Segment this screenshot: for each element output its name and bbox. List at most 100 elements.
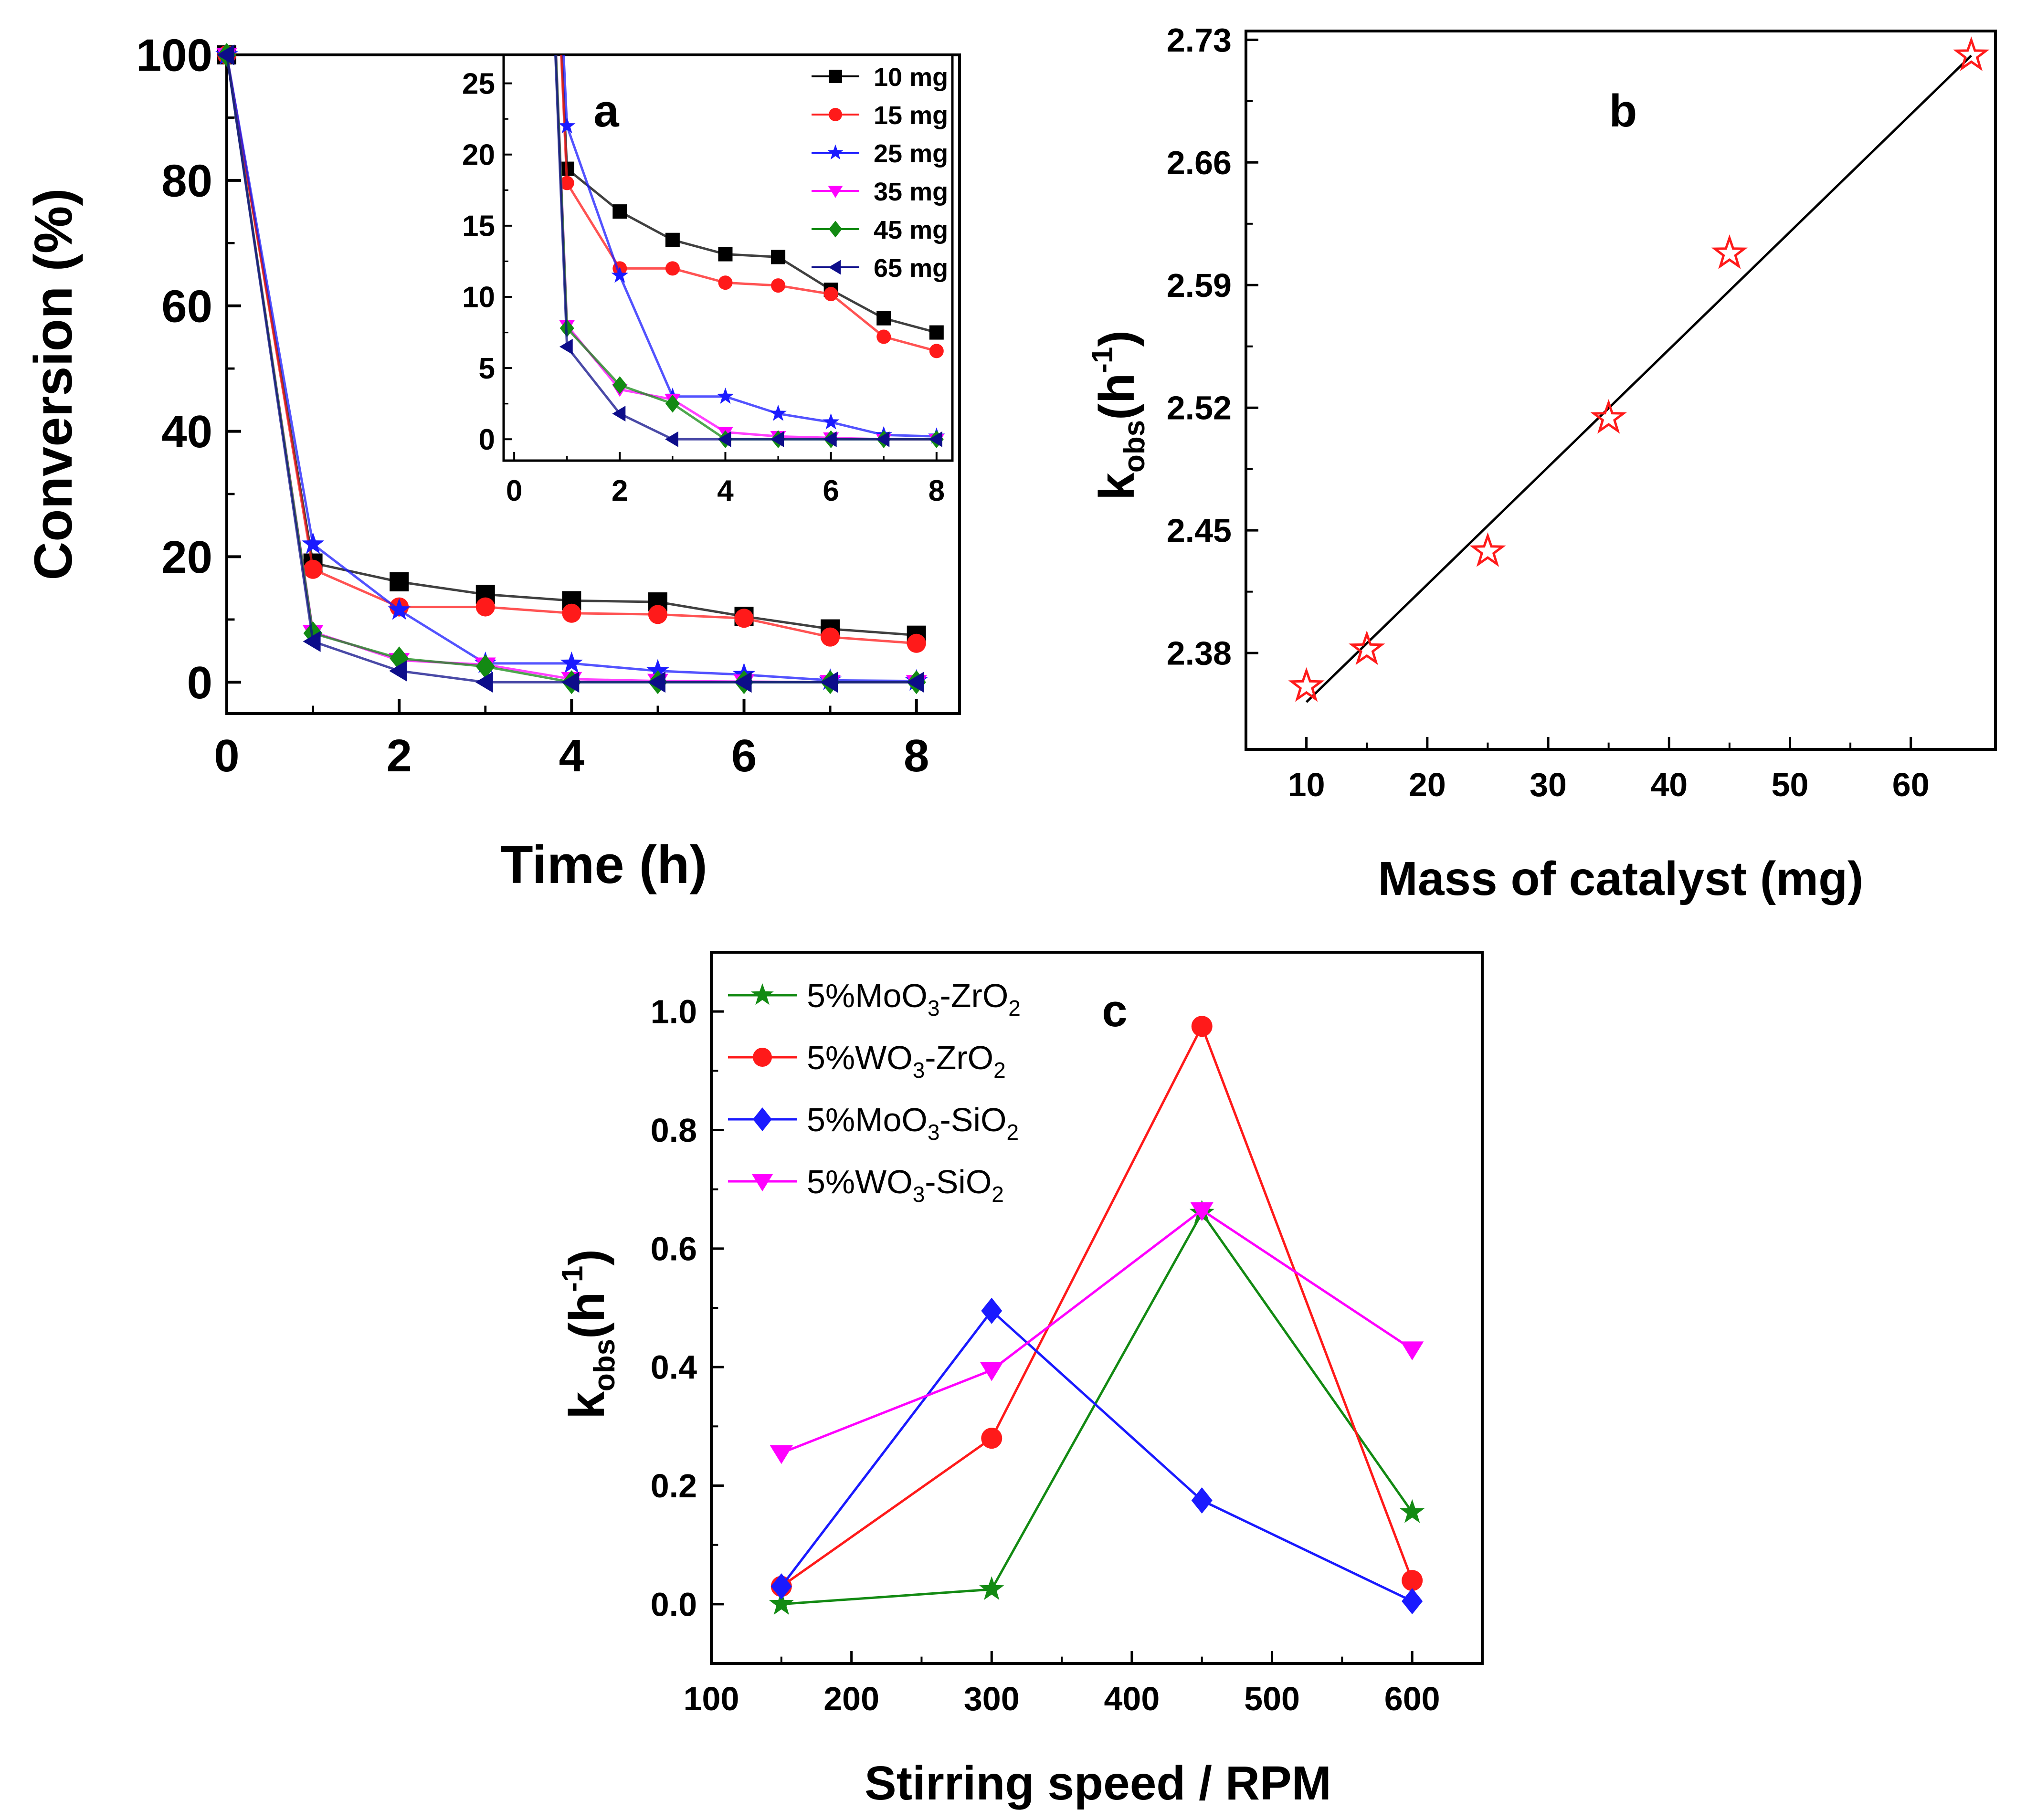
- panel-b-data-point: [1953, 36, 1990, 71]
- panel-b-data-point: [1711, 234, 1748, 269]
- inset-data-point: [770, 431, 784, 447]
- panel-b-series: [1288, 36, 1990, 703]
- panel-a-y-tick-label: 100: [136, 30, 212, 81]
- panel-a-data-point: [389, 660, 407, 682]
- panel-c-legend: 5%MoO3-ZrO2 5%WO3-ZrO2 5%MoO3-SiO2 5%WO3-Si…: [728, 977, 1021, 1207]
- panel-c-x-tick-label: 600: [1384, 1680, 1440, 1717]
- panel-a-data-point: [562, 603, 581, 623]
- panel-b-y-tick-label: 2.73: [1167, 21, 1232, 59]
- inset-series-65-mg: [554, 55, 942, 447]
- panel-a-data-point: [821, 627, 840, 647]
- inset-data-point: [558, 117, 576, 134]
- inset-data-point: [665, 232, 680, 247]
- panel-b-x-tick-label: 30: [1530, 766, 1567, 803]
- panel-b-y-close: ): [1089, 330, 1145, 347]
- panel-c-label: c: [1102, 985, 1127, 1036]
- inset-ticks: 0 2 4 6 8 0 5 10 15 20 25: [462, 67, 945, 507]
- panel-a-data-point: [647, 672, 665, 693]
- panel-c-series-line: [781, 1023, 1414, 1588]
- inset-data-point: [823, 287, 838, 302]
- panel-b-data-point: [1590, 399, 1627, 434]
- panel-a-y-tick-label: 60: [161, 281, 212, 332]
- panel-b-y-tick-label: 2.38: [1167, 635, 1232, 672]
- panel-a-data-point: [475, 597, 495, 617]
- inset-data-point: [611, 266, 629, 283]
- panel-c-series-line: [781, 1209, 1413, 1454]
- panel-a-y-tick-label: 40: [161, 406, 212, 457]
- panel-a-data-point: [561, 672, 580, 693]
- panel-c-legend-marker: [751, 983, 774, 1005]
- inset-y-tick-label: 0: [479, 423, 495, 456]
- panel-c-series-line: [781, 1210, 1414, 1606]
- panel-c-y-open: (h: [559, 1292, 615, 1339]
- inset-legend-marker: [828, 186, 843, 198]
- panel-c-legend-label: 5%WO3-ZrO2: [807, 1039, 1006, 1083]
- inset-legend: 10 mg 15 mg 25 mg 35 mg 45 mg 65 mg: [812, 63, 948, 283]
- inset-legend-label: 15 mg: [874, 101, 948, 130]
- inset-data-point: [718, 275, 733, 290]
- panel-a-conversion-vs-time: Time (h) Conversion (%) 0 2 4 6 802040608010…: [23, 30, 961, 894]
- inset-data-point: [612, 376, 627, 394]
- panel-c-legend-label: 5%MoO3-SiO2: [807, 1101, 1019, 1145]
- panel-c-y-tick-label: 0.0: [651, 1586, 697, 1623]
- panel-b-fit-line: [1305, 54, 1973, 703]
- panel-c-y-tick-label: 0.6: [651, 1230, 697, 1267]
- panel-a-data-point: [390, 572, 409, 591]
- panel-c-x-tick-label: 100: [684, 1680, 739, 1717]
- panel-b-x-axis-title: Mass of catalyst (mg): [1378, 852, 1864, 905]
- panel-b-y-tick-label: 2.52: [1167, 389, 1232, 427]
- panel-c-x-tick-label: 200: [823, 1680, 879, 1717]
- inset-x-tick-label: 0: [506, 474, 522, 507]
- inset-x-tick-label: 2: [612, 474, 628, 507]
- panel-c-y-tick-label: 1.0: [651, 993, 697, 1031]
- panel-c-x-tick-label: 500: [1244, 1680, 1300, 1717]
- panel-c-legend-marker: [752, 1174, 773, 1191]
- panel-b-x-tick-label: 60: [1892, 766, 1930, 803]
- panel-a-data-point: [648, 605, 667, 624]
- panel-c-data-point: [1190, 1202, 1213, 1221]
- panel-c-series-5-moo3-sio2: [770, 1297, 1423, 1615]
- inset-x-tick-label: 4: [717, 474, 734, 507]
- panel-b-y-sub: obs: [1118, 420, 1151, 473]
- panel-a-data-point: [303, 559, 323, 579]
- inset-data-point: [665, 261, 680, 276]
- panel-c-legend-marker: [753, 1107, 772, 1131]
- panel-b-kobs-vs-mass: Mass of catalyst (mg) kobs(h-1) 10 20 30 40…: [1086, 21, 1997, 905]
- panel-c-data-point: [769, 1591, 794, 1615]
- panel-c-data-point: [1191, 1016, 1213, 1037]
- panel-c-data-point: [770, 1445, 793, 1464]
- panel-a-x-tick-label: 6: [731, 730, 757, 781]
- inset-data-point: [876, 329, 891, 344]
- panel-c-data-point: [981, 1428, 1002, 1449]
- inset-data-point: [876, 431, 890, 447]
- inset-data-point: [771, 250, 786, 264]
- panel-b-y-open: (h: [1089, 373, 1145, 420]
- inset-legend-marker: [829, 70, 842, 83]
- panel-c-kobs-vs-stirring: Stirring speed / RPM kobs(h-1) 100 200 300…: [556, 951, 1484, 1810]
- panel-c-x-tick-label: 400: [1104, 1680, 1160, 1717]
- inset-legend-label: 10 mg: [874, 63, 948, 92]
- panel-c-y-tick-label: 0.2: [651, 1467, 697, 1504]
- panel-c-data-point: [1191, 1487, 1213, 1514]
- inset-data-point: [718, 247, 733, 262]
- panel-c-data-point: [981, 1297, 1002, 1324]
- panel-c-x-axis-title: Stirring speed / RPM: [865, 1757, 1331, 1810]
- inset-data-point: [717, 388, 734, 404]
- inset-data-point: [929, 431, 942, 447]
- panel-c-y-tick-label: 0.8: [651, 1112, 697, 1149]
- panel-a-data-point: [734, 609, 754, 628]
- inset-legend-label: 35 mg: [874, 178, 948, 206]
- panel-a-data-point: [475, 672, 493, 693]
- panel-c-data-point: [1402, 1570, 1423, 1591]
- panel-c-legend-marker: [753, 1048, 772, 1067]
- panel-c-series-5-wo3-sio2: [770, 1202, 1424, 1464]
- inset-y-tick-label: 5: [479, 352, 495, 385]
- inset-data-point: [770, 404, 787, 421]
- inset-y-tick-label: 10: [462, 281, 495, 314]
- panel-b-data-point: [1349, 630, 1385, 665]
- inset-data-point: [612, 204, 627, 219]
- panel-a-x-axis-title: Time (h): [500, 835, 707, 894]
- panel-a-y-axis-title: Conversion (%): [23, 188, 83, 580]
